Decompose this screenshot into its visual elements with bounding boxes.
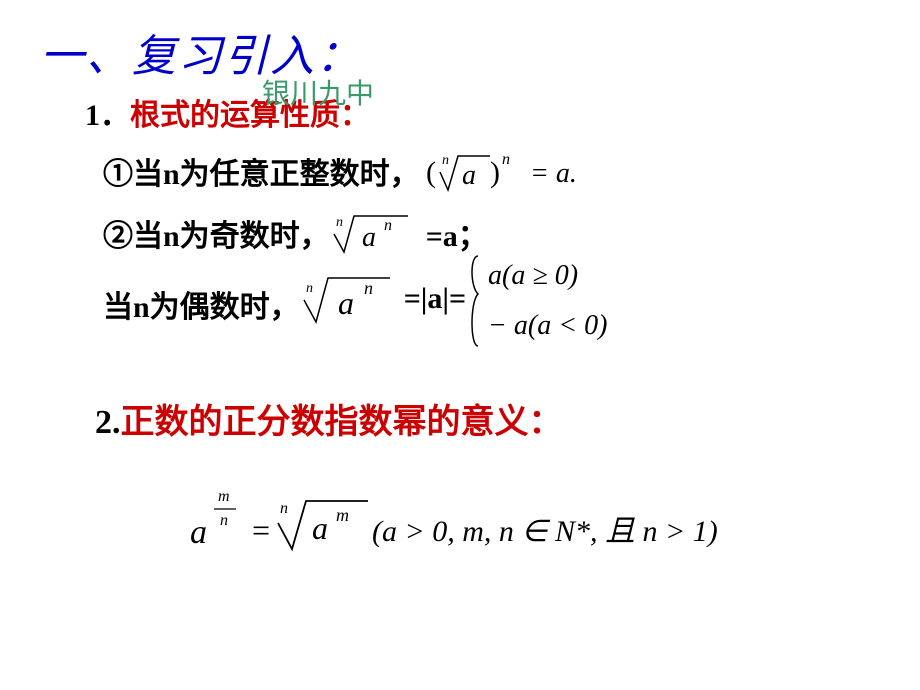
sec1-num: 1． (85, 99, 130, 132)
item-1: ①当n为任意正整数时， ( n a ) n = a. (103, 142, 880, 200)
pw-top: a(a ≥ 0) (488, 260, 578, 291)
sec2-num: 2. (95, 404, 121, 441)
f1-eq: = a. (530, 158, 577, 189)
slide-title: 一、复习引入： (40, 20, 880, 84)
bf-a: a (190, 514, 207, 551)
pw-bot: − a(a < 0) (488, 310, 607, 341)
bf-cond: (a > 0, m, n ∈ N*, 且 n > 1) (372, 515, 718, 548)
slide: 一、复习引入： 银川九中 1．根式的运算性质： ①当n为任意正整数时， ( n … (0, 0, 920, 690)
formula-piecewise: a(a ≥ 0) − a(a < 0) (466, 246, 686, 356)
watermark: 银川九中 (262, 72, 374, 112)
big-formula: a m n = n a m (a > 0, m, n ∈ N*, 且 n > 1… (180, 479, 880, 574)
svg-text:): ) (490, 156, 500, 189)
bf-rad: a (312, 510, 328, 546)
bf-radsup: m (336, 505, 349, 525)
bf-rootn: n (280, 500, 288, 517)
bf-m: m (218, 488, 230, 505)
f2-n2: n (384, 217, 392, 234)
svg-text:(: ( (426, 156, 436, 189)
svg-text:=: = (252, 512, 270, 548)
formula-1: ( n a ) n = a. (420, 142, 630, 200)
section-2: 2.正数的正分数指数幂的意义： (95, 394, 880, 443)
sec1-heading: 1．根式的运算性质： (85, 92, 880, 140)
f2-n: n (336, 215, 343, 230)
section-1: 1．根式的运算性质： ①当n为任意正整数时， ( n a ) n = a. ②当… (85, 92, 880, 356)
f3-a: a (338, 285, 354, 321)
f1-n1: n (442, 153, 449, 168)
item3-prefix: 当n为偶数时， (103, 266, 300, 326)
formula-2: n a n (330, 206, 420, 260)
sec2-text: 正数的正分数指数幂的意义： (121, 404, 563, 441)
formula-fraction-exp: a m n = n a m (a > 0, m, n ∈ N*, 且 n > 1… (180, 479, 820, 569)
formula-3: n a n (300, 266, 400, 330)
bf-n: n (220, 512, 228, 529)
f3-n2: n (364, 278, 373, 298)
f1-a: a (462, 160, 476, 191)
item1-prefix: ①当n为任意正整数时， (103, 149, 420, 193)
f2-a: a (362, 222, 376, 253)
item-3: 当n为偶数时， n a n =|a|= a(a ≥ 0) − a(a < 0) (103, 266, 880, 356)
f3-n: n (306, 281, 313, 296)
f1-n2: n (502, 151, 510, 168)
item3-mid: =|a|= (404, 266, 466, 316)
item2-prefix: ②当n为奇数时， (103, 211, 330, 255)
